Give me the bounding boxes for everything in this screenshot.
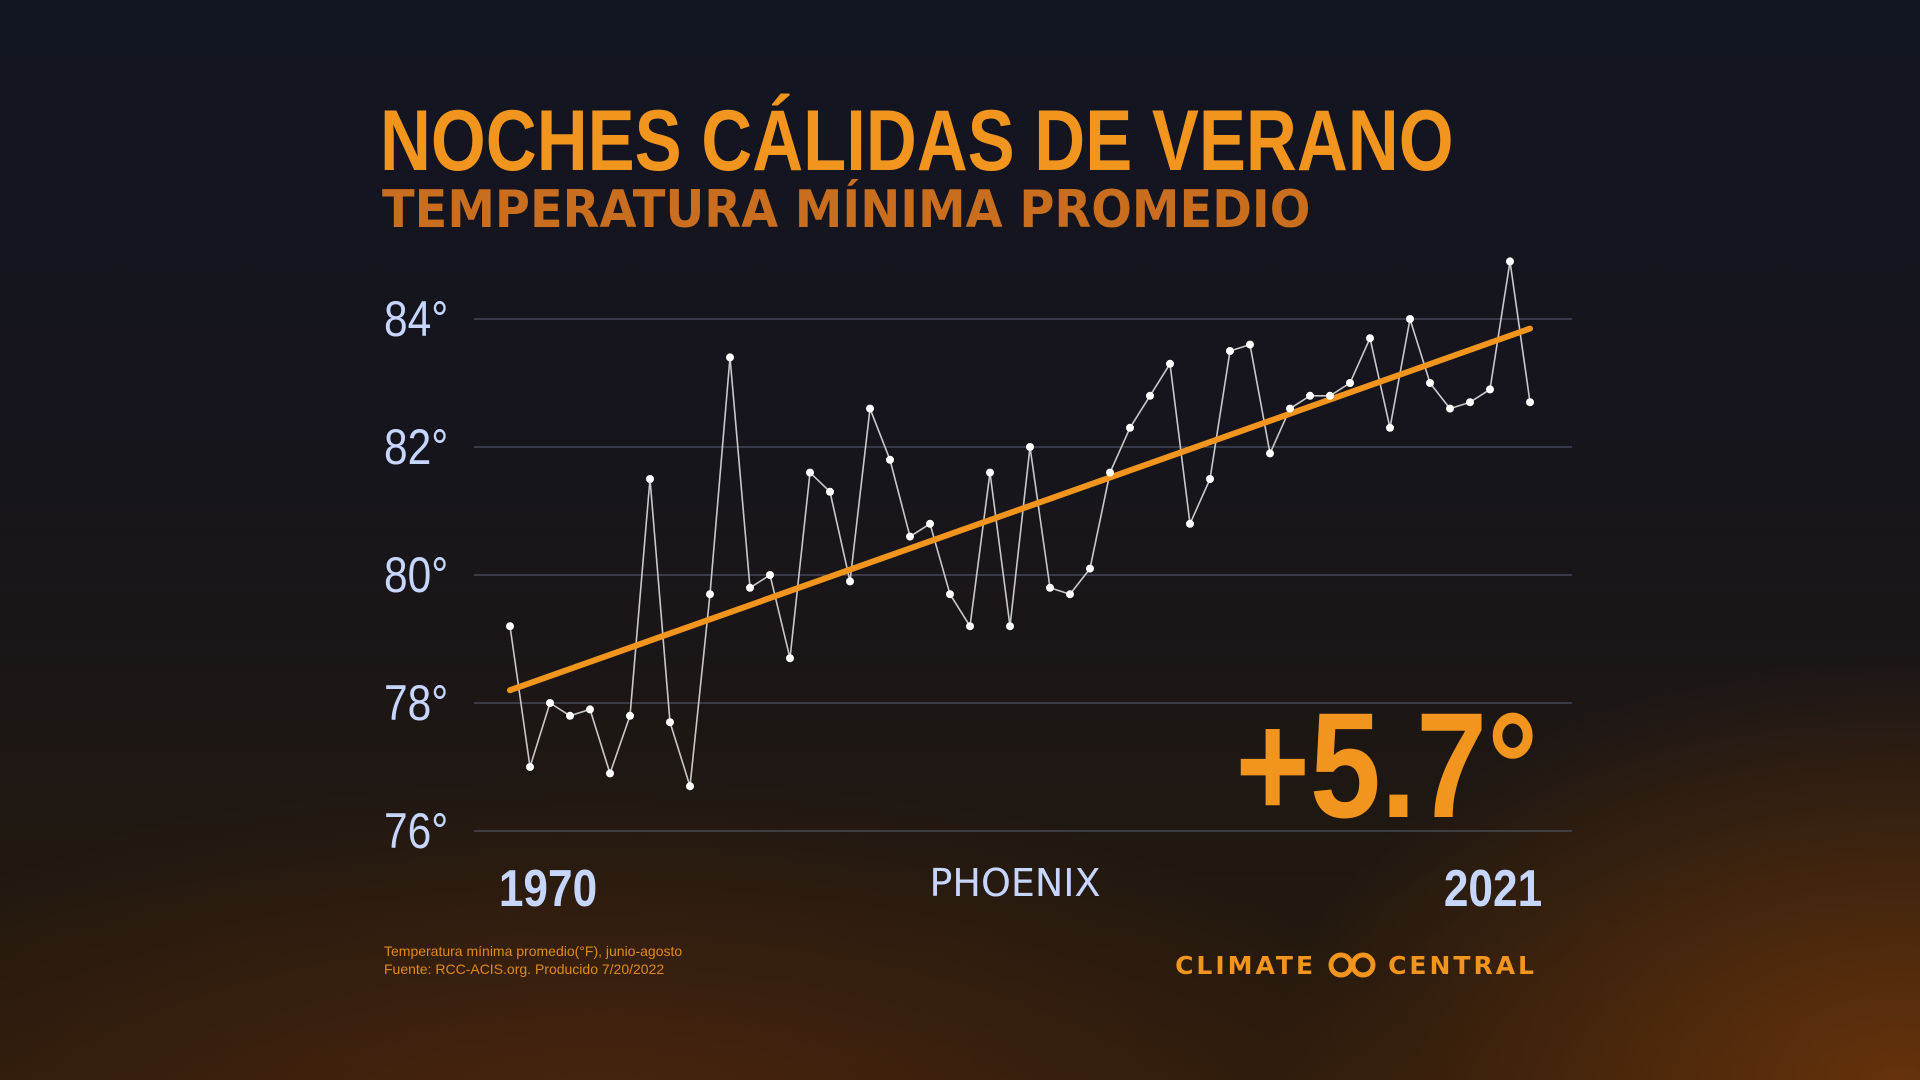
double-ring-logo-icon — [1328, 952, 1376, 978]
footnote: Temperatura mínima promedio(°F), junio-a… — [384, 942, 682, 978]
data-point — [586, 705, 594, 714]
data-point — [1106, 468, 1114, 477]
data-point — [1186, 519, 1194, 528]
chart-title: NOCHES CÁLIDAS DE VERANO — [380, 93, 1454, 189]
data-point — [1306, 391, 1314, 400]
data-point — [1446, 404, 1454, 413]
chart-subtitle: TEMPERATURA MÍNIMA PROMEDIO — [382, 180, 1311, 240]
data-point — [1246, 340, 1254, 349]
data-point — [1006, 622, 1014, 631]
data-point — [906, 532, 914, 541]
data-point — [506, 622, 514, 631]
data-point — [886, 455, 894, 464]
data-point — [806, 468, 814, 477]
data-point — [666, 718, 674, 727]
gridlines — [474, 318, 1572, 832]
data-point — [1466, 398, 1474, 407]
data-point — [1086, 564, 1094, 573]
footnote-line-2: Fuente: RCC-ACIS.org. Producido 7/20/202… — [384, 961, 665, 977]
data-point — [1346, 379, 1354, 387]
data-point — [1366, 334, 1374, 343]
data-point — [1506, 257, 1514, 266]
data-point — [1026, 443, 1034, 451]
data-point — [1226, 347, 1234, 355]
data-point — [926, 519, 934, 528]
brand-word-left: CLIMATE — [1175, 950, 1317, 980]
data-point — [726, 353, 734, 362]
y-tick-label: 82° — [384, 419, 448, 475]
x-tick-start: 1970 — [499, 860, 597, 918]
data-point — [1406, 315, 1414, 323]
data-point — [986, 468, 994, 477]
y-tick-label: 76° — [384, 803, 448, 859]
data-point — [546, 699, 554, 707]
data-point — [746, 583, 754, 592]
data-point — [766, 571, 774, 579]
data-point — [946, 590, 954, 599]
data-point — [1386, 423, 1394, 432]
trend-line — [507, 325, 1533, 694]
data-point — [1066, 590, 1074, 599]
y-tick-label: 78° — [384, 675, 448, 731]
data-point — [706, 590, 714, 599]
data-point — [1146, 391, 1154, 400]
data-point — [1126, 423, 1134, 432]
data-point — [1326, 391, 1334, 400]
data-point — [566, 711, 574, 720]
y-tick-label: 84° — [384, 291, 448, 347]
data-point — [1046, 583, 1054, 592]
brand-word-right: CENTRAL — [1388, 950, 1537, 980]
data-point — [1526, 398, 1534, 407]
brand-logo: CLIMATE CENTRAL — [1175, 948, 1537, 982]
data-point — [1286, 404, 1294, 413]
series-line — [509, 260, 1531, 788]
data-points — [506, 257, 1534, 791]
data-point — [606, 769, 614, 778]
data-point — [966, 622, 974, 631]
y-tick-label: 80° — [384, 547, 448, 603]
data-point — [1266, 449, 1274, 458]
footnote-line-1: Temperatura mínima promedio(°F), junio-a… — [384, 943, 683, 959]
data-point — [526, 763, 534, 771]
data-point — [1486, 385, 1494, 394]
data-point — [826, 487, 834, 496]
data-point — [686, 782, 694, 791]
data-point — [786, 654, 794, 663]
data-point — [626, 711, 634, 720]
x-tick-end: 2021 — [1444, 860, 1542, 918]
data-point — [1166, 359, 1174, 368]
data-point — [1426, 379, 1434, 387]
temperature-change-label: +5.7° — [1235, 681, 1538, 849]
data-point — [866, 404, 874, 413]
data-point — [1206, 475, 1214, 483]
city-label: PHOENIX — [929, 861, 1100, 905]
data-point — [646, 475, 654, 483]
data-point — [846, 577, 854, 586]
y-axis-ticks: 76° 78° 80° 82° 84° — [384, 291, 448, 859]
